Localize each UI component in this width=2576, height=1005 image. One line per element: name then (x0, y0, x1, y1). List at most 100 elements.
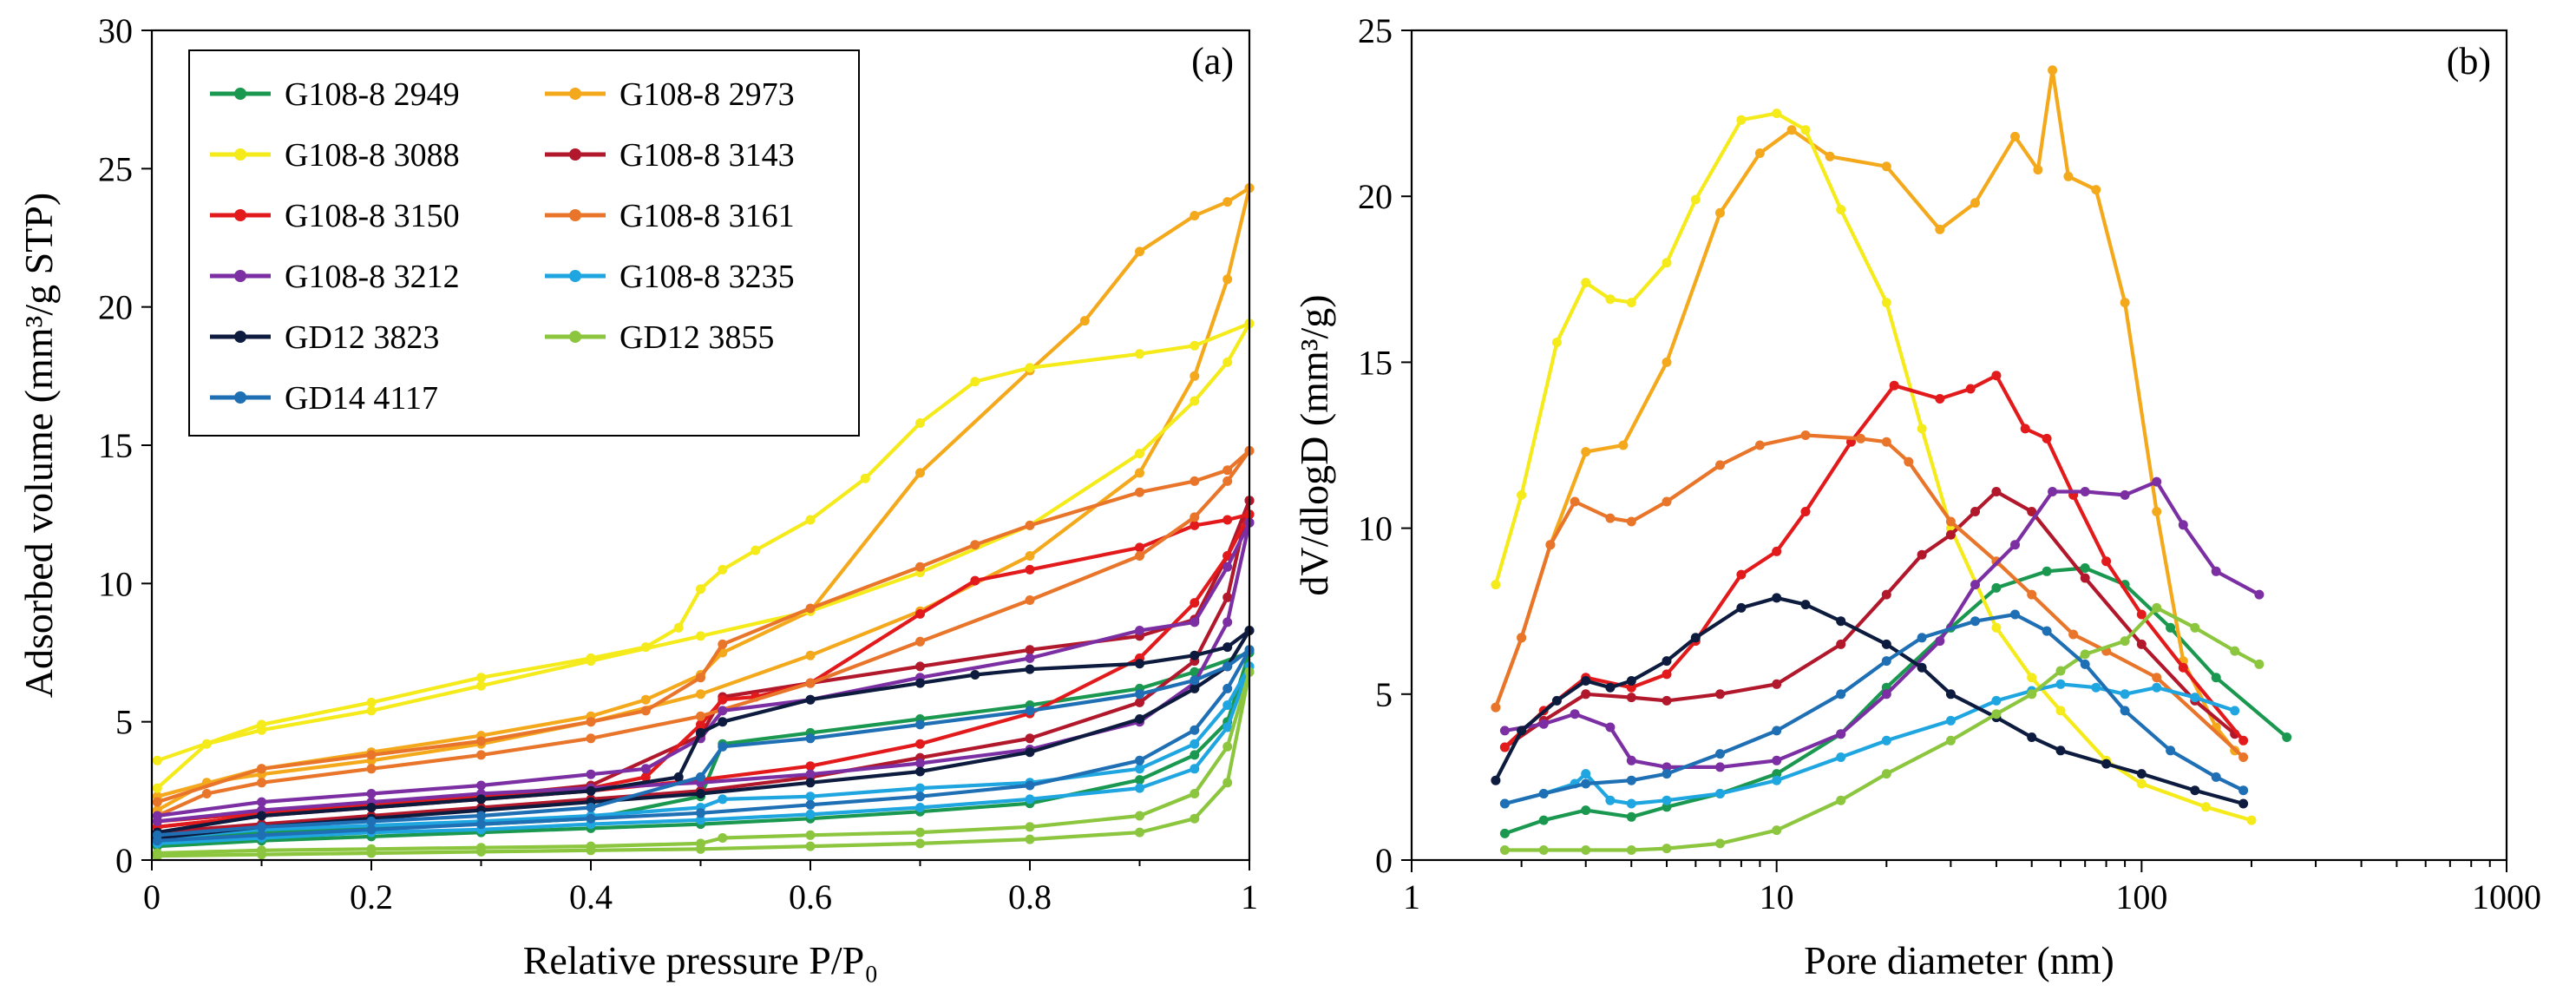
legend-swatch-marker (234, 88, 246, 100)
data-point (2136, 609, 2147, 620)
data-point (2136, 778, 2147, 789)
data-point (696, 772, 705, 782)
data-point (640, 772, 651, 782)
data-point (718, 833, 728, 843)
data-point (915, 608, 925, 619)
data-point (1222, 741, 1233, 752)
data-point (366, 750, 377, 760)
data-point (1222, 592, 1233, 602)
data-point (2010, 540, 2020, 550)
data-point (1626, 693, 1636, 703)
data-point (1581, 676, 1591, 686)
series-a-g108-8-3088-adsorption (152, 319, 1255, 793)
data-point (805, 678, 816, 688)
data-point (915, 792, 925, 802)
data-point (915, 636, 925, 647)
data-point (1736, 115, 1747, 125)
legend-label: G108-8 3212 (285, 259, 460, 295)
data-point (1551, 338, 1562, 347)
data-point (1662, 656, 1672, 667)
data-point (586, 717, 596, 727)
data-point (1135, 468, 1144, 478)
legend-item: G108-8 3212 (210, 259, 460, 295)
data-point (1626, 682, 1636, 693)
data-point (1135, 697, 1144, 707)
x-tick-label: 100 (2115, 877, 2167, 916)
data-point (2152, 476, 2162, 487)
data-point (1772, 775, 1782, 785)
data-point (915, 418, 925, 428)
data-point (1715, 838, 1725, 849)
data-point (2136, 639, 2147, 649)
data-point (2178, 662, 2188, 673)
y-axis-label: dV/dlogD (mm³/g) (1292, 294, 1336, 595)
data-point (476, 680, 486, 691)
data-point (1190, 520, 1200, 530)
data-point (1772, 108, 1782, 119)
data-point (1889, 380, 1899, 391)
data-point (257, 764, 266, 774)
legend-swatch-marker (234, 270, 246, 282)
data-point (970, 540, 980, 550)
data-point (2120, 689, 2130, 700)
data-point (696, 808, 705, 818)
data-point (2055, 746, 2066, 756)
data-point (1491, 580, 1501, 590)
data-point (2230, 646, 2240, 656)
data-point (1754, 148, 1765, 158)
legend-swatch-marker (569, 209, 581, 221)
data-point (1222, 476, 1233, 486)
data-point (476, 736, 486, 746)
data-point (673, 622, 684, 633)
legend-box (188, 49, 860, 437)
data-point (1499, 828, 1510, 838)
y-tick-label: 20 (98, 288, 133, 327)
data-point (2055, 706, 2066, 716)
data-point (718, 706, 728, 716)
data-point (1970, 580, 1980, 590)
data-point (718, 794, 728, 805)
data-point (1626, 845, 1636, 855)
y-tick-label: 0 (1375, 841, 1393, 880)
data-point (1836, 616, 1846, 627)
data-point (2048, 487, 2058, 496)
data-point (1222, 274, 1233, 285)
data-point (915, 759, 925, 768)
data-point (366, 816, 377, 826)
data-point (1581, 689, 1591, 700)
data-point (366, 789, 377, 798)
data-point (2080, 487, 2090, 496)
series-b-g108-8-3161 (1491, 430, 2249, 762)
data-point (1517, 633, 1527, 643)
data-point (257, 811, 266, 821)
data-point (805, 603, 816, 614)
data-point (2282, 732, 2292, 742)
data-point (586, 785, 596, 796)
data-point (718, 741, 728, 752)
data-point (257, 719, 266, 730)
series-a-gd12-3823-desorption (152, 626, 1255, 838)
data-point (1222, 197, 1233, 207)
data-point (1662, 496, 1672, 507)
data-point (1190, 650, 1200, 660)
data-point (2010, 131, 2020, 141)
data-point (1190, 371, 1200, 381)
data-point (1970, 616, 1980, 627)
data-point (2238, 785, 2249, 796)
panel-label: (a) (1191, 40, 1234, 82)
data-point (2027, 507, 2037, 516)
data-point (1772, 679, 1782, 689)
data-point (2033, 165, 2043, 175)
data-point (1836, 639, 1846, 649)
data-point (2080, 563, 2090, 573)
legend-label: G108-8 3143 (619, 137, 795, 174)
data-point (2238, 735, 2249, 746)
data-point (152, 797, 162, 807)
data-point (1662, 357, 1672, 367)
data-point (2211, 673, 2221, 683)
data-point (1135, 775, 1144, 785)
data-point (1836, 729, 1846, 739)
data-point (2190, 622, 2200, 633)
data-point (1570, 496, 1580, 507)
